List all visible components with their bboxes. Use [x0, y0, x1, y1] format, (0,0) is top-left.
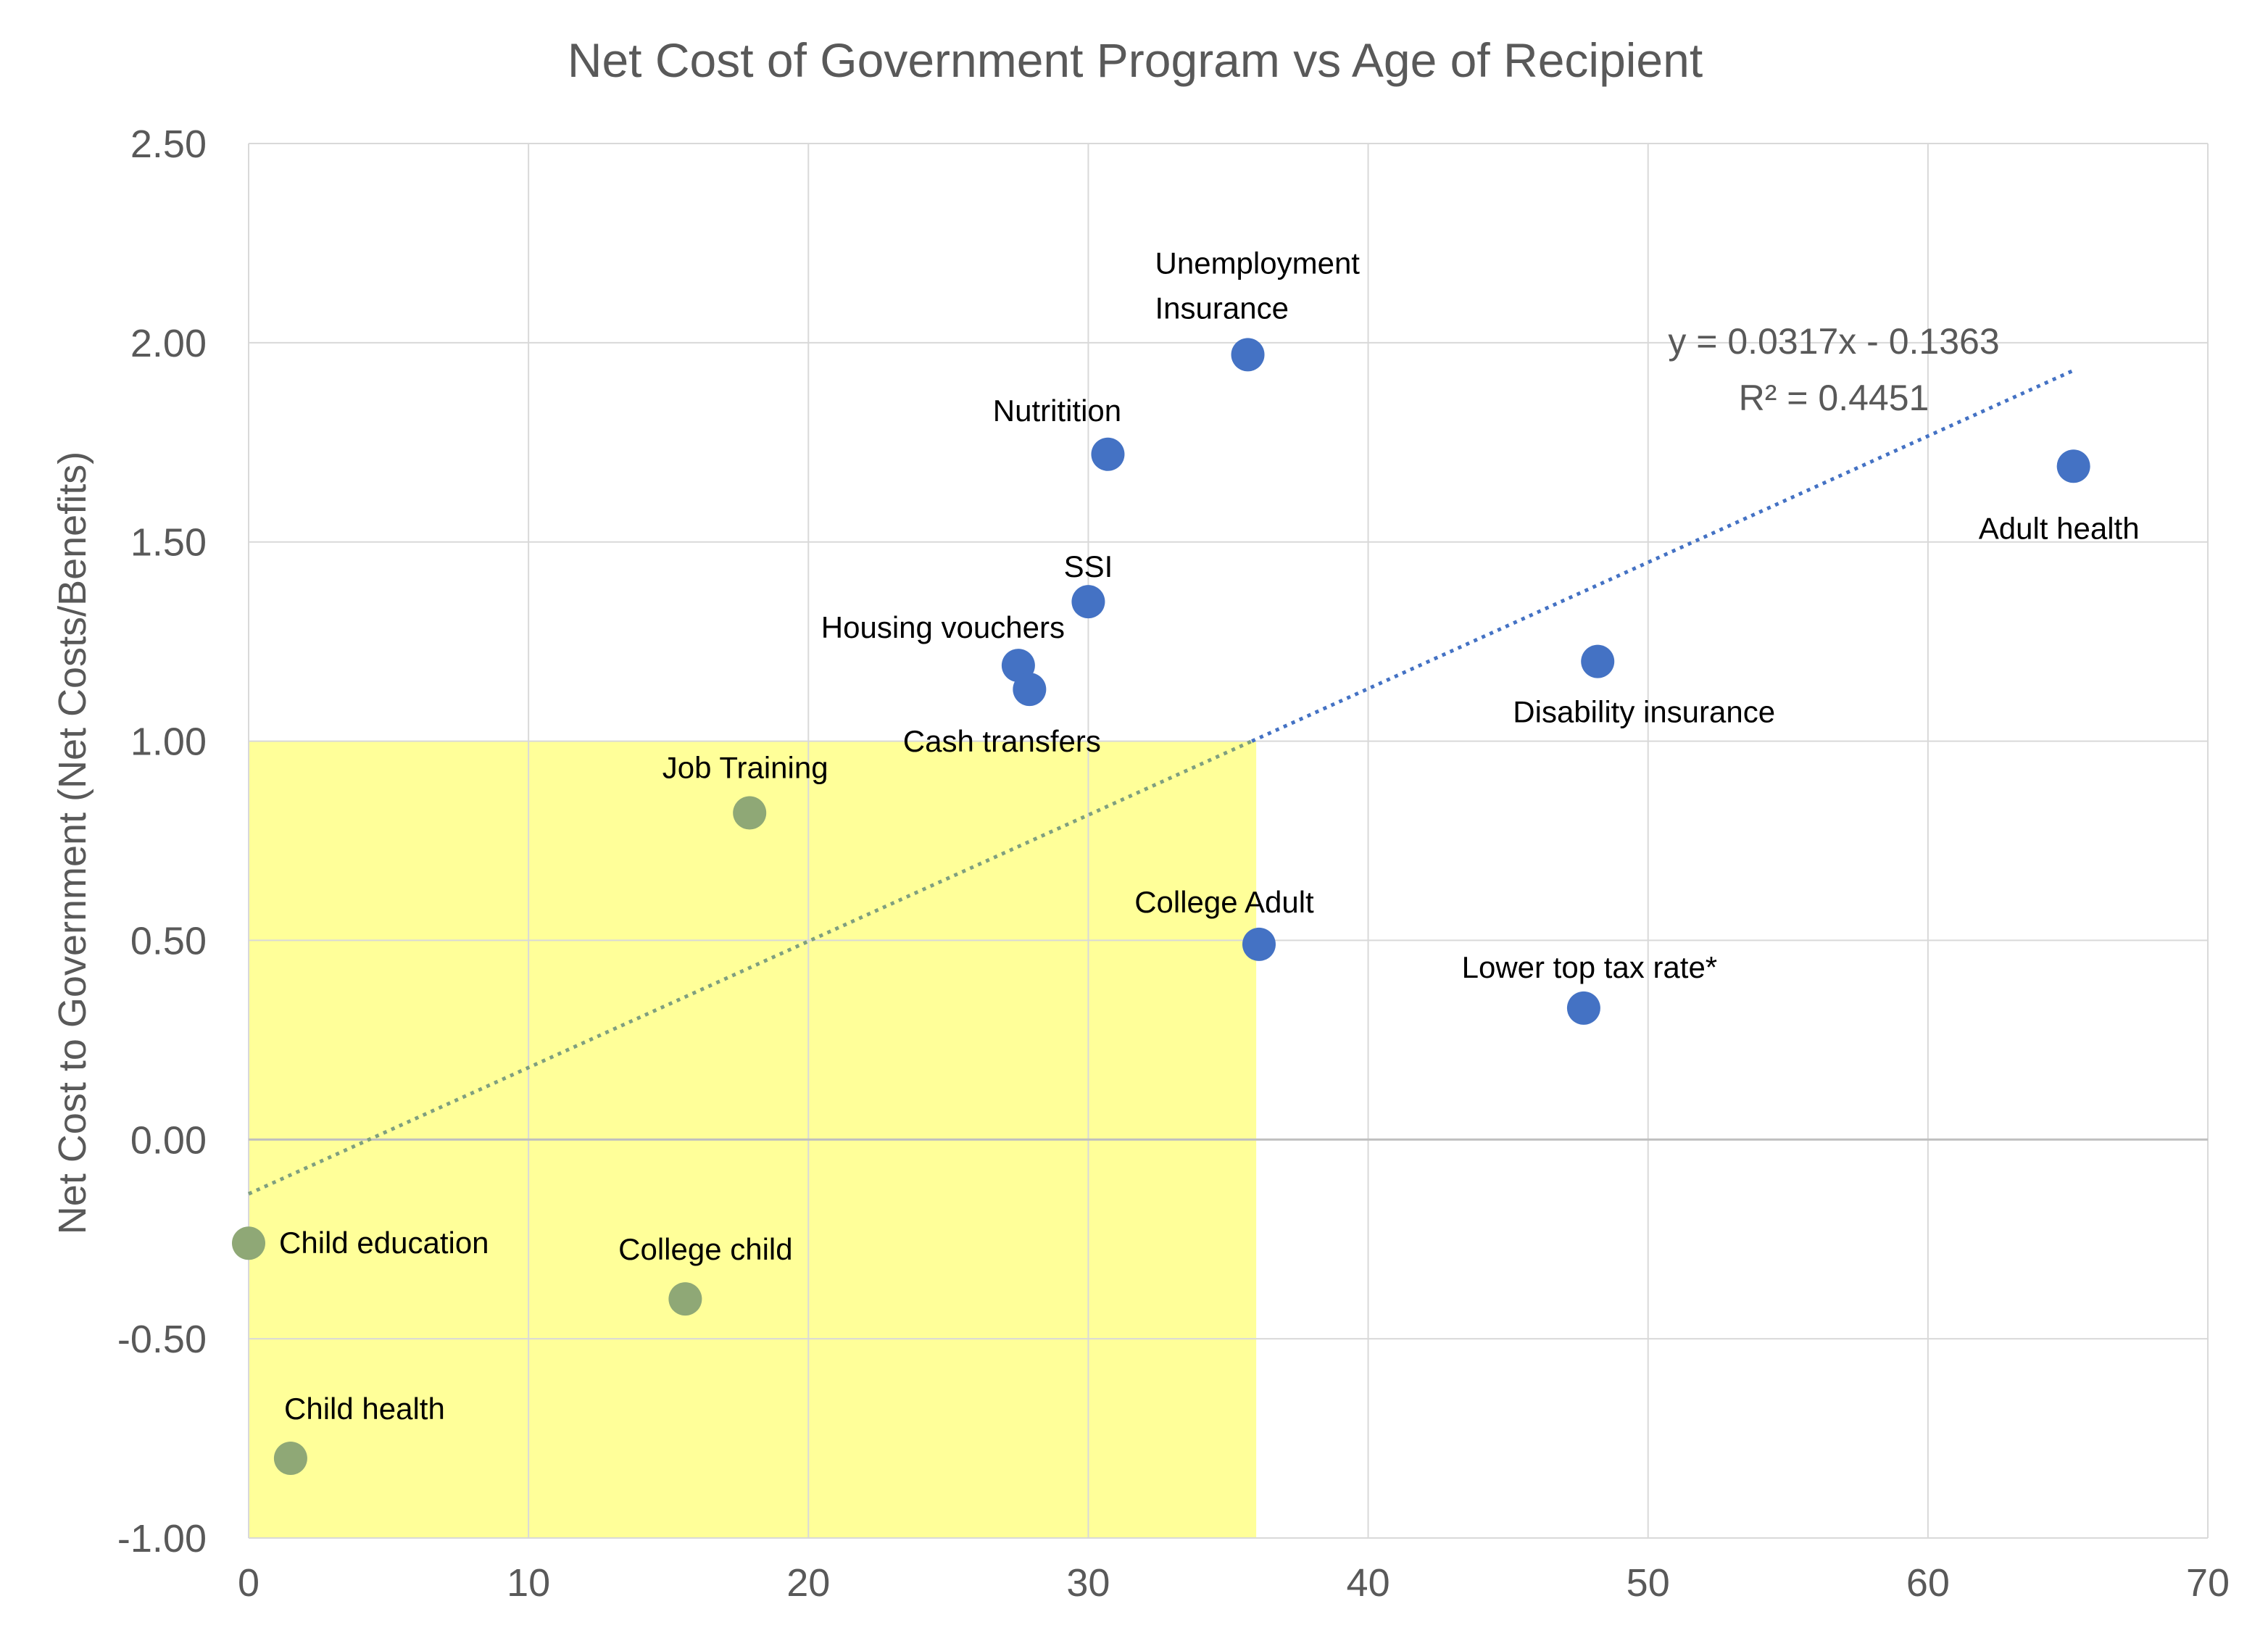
data-point — [232, 1226, 265, 1260]
tick-labels: 0 10 20 30 40 50 60 70 -1.00 -0.50 0.00 0.50 1.00 1.5… — [117, 122, 2230, 1605]
data-label: Disability insurance — [1513, 695, 1775, 729]
y-tick-label: 0.50 — [130, 919, 207, 963]
data-label: Housing vouchers — [821, 610, 1065, 644]
chart-title: Net Cost of Government Program vs Age of… — [568, 33, 1703, 87]
data-label: Child health — [284, 1392, 445, 1426]
data-point — [1071, 585, 1105, 619]
gridlines — [248, 143, 2209, 1539]
y-tick-label: 0.00 — [130, 1118, 207, 1162]
y-tick-label: 1.50 — [130, 521, 207, 565]
data-label: Lower top tax rate* — [1462, 950, 1718, 984]
x-tick-label: 60 — [1906, 1561, 1950, 1605]
x-tick-label: 50 — [1627, 1561, 1670, 1605]
x-tick-label: 10 — [507, 1561, 550, 1605]
x-tick-label: 20 — [786, 1561, 830, 1605]
x-tick-label: 0 — [238, 1561, 259, 1605]
data-point — [668, 1282, 702, 1316]
data-label: SSI — [1064, 549, 1113, 583]
data-label: Nutritition — [993, 394, 1121, 428]
data-point — [1581, 644, 1615, 678]
y-tick-label: -0.50 — [117, 1318, 207, 1361]
data-point — [1091, 437, 1125, 471]
data-label: College Adult — [1134, 885, 1314, 919]
trendline-equation: y = 0.0317x - 0.1363 R² = 0.4451 — [1668, 321, 1999, 418]
y-axis-title: Net Cost to Government (Net Costs/Benefi… — [51, 452, 94, 1234]
data-point — [1231, 338, 1265, 372]
trendline-segment — [247, 739, 1253, 1196]
y-tick-label: 1.00 — [130, 720, 207, 764]
x-tick-label: 70 — [2186, 1561, 2230, 1605]
y-tick-label: 2.00 — [130, 322, 207, 365]
data-point — [1566, 991, 1600, 1025]
data-point — [1242, 927, 1276, 961]
data-label-line: Insurance — [1155, 291, 1289, 325]
data-label: Adult health — [1979, 511, 2140, 545]
data-label: Unemployment Insurance — [1155, 246, 1361, 325]
data-label: Job Training — [662, 751, 828, 785]
data-label: College child — [618, 1232, 792, 1266]
data-label: Child education — [279, 1226, 489, 1260]
data-point — [273, 1442, 307, 1476]
y-tick-label: -1.00 — [117, 1517, 207, 1560]
y-tick-label: 2.50 — [130, 122, 207, 166]
data-label: Cash transfers — [903, 724, 1101, 758]
trendline-layer — [247, 368, 2074, 1196]
trendline-segment — [1251, 368, 2074, 743]
x-tick-label: 30 — [1066, 1561, 1110, 1605]
data-point — [1013, 673, 1047, 707]
x-tick-label: 40 — [1347, 1561, 1390, 1605]
data-points — [232, 338, 2090, 1476]
trendline-r-squared-text: R² = 0.4451 — [1739, 378, 1930, 418]
trendline-equation-text: y = 0.0317x - 0.1363 — [1668, 321, 1999, 362]
data-label-line: Unemployment — [1155, 246, 1361, 280]
data-point — [733, 796, 767, 830]
data-point — [2056, 449, 2090, 483]
data-labels: Unemployment Insurance Nutritition Adult he… — [279, 246, 2140, 1426]
